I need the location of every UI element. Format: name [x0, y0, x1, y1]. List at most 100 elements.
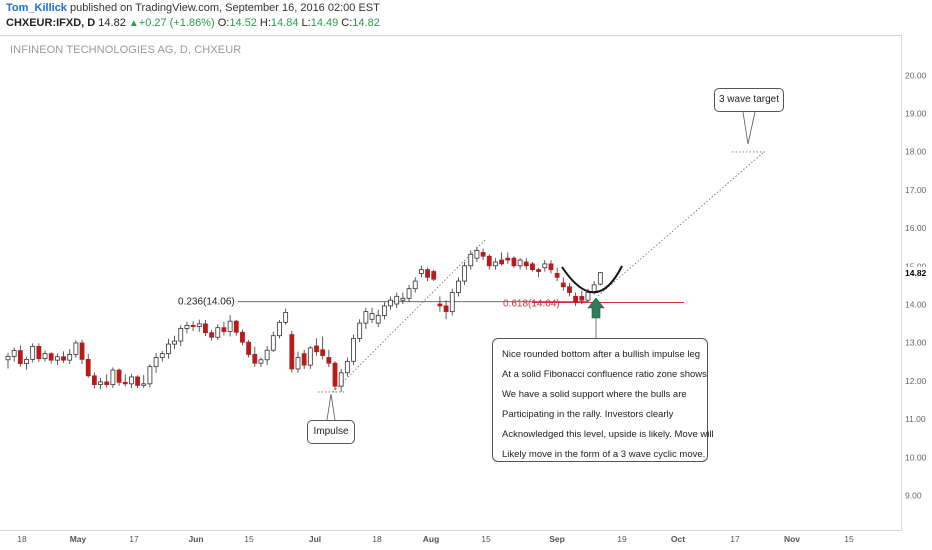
candle-body	[597, 272, 603, 285]
candle-body	[363, 311, 369, 324]
candle-body	[449, 292, 455, 313]
candles	[5, 246, 603, 392]
target-pointer	[742, 111, 756, 145]
candle	[215, 324, 221, 340]
candle	[301, 349, 307, 369]
price-change: +0.27 (+1.86%)	[138, 17, 215, 29]
candle-body	[351, 337, 356, 362]
candle-body	[548, 263, 554, 271]
last-price-axis-label: 14.82	[905, 268, 927, 278]
candle	[159, 350, 165, 362]
candle-body	[456, 280, 461, 293]
candle-body	[184, 324, 190, 329]
candle-body	[295, 357, 301, 370]
candle-body	[437, 303, 443, 307]
candle	[30, 343, 36, 363]
candle	[536, 267, 542, 278]
last-price: 14.82	[98, 17, 126, 29]
candle	[406, 284, 412, 303]
candle-body	[153, 357, 159, 368]
target-label: 3 wave target	[714, 88, 784, 112]
candle	[233, 320, 239, 336]
ohlc-header: CHXEUR:IFXD, D 14.82 ▲+0.27 (+1.86%) O:1…	[6, 17, 380, 29]
candle	[289, 330, 295, 373]
impulse-label: Impulse	[307, 420, 355, 444]
candle-body	[511, 257, 517, 267]
candle	[227, 315, 233, 337]
candle	[116, 368, 122, 386]
candle-body	[91, 375, 97, 386]
candle-body	[141, 383, 147, 386]
candle	[468, 250, 474, 270]
candle-body	[227, 320, 233, 332]
publish-info: Tom_Killick published on TradingView.com…	[6, 2, 380, 14]
candle	[511, 256, 517, 268]
candle-body	[233, 320, 239, 333]
candle-body	[128, 376, 134, 385]
candle	[338, 368, 344, 392]
candle-body	[11, 350, 17, 357]
low-value: 14.49	[310, 17, 339, 29]
candle-body	[246, 341, 252, 355]
candle-body	[307, 347, 313, 366]
x-tick-label: 18	[17, 534, 27, 544]
candle-body	[240, 331, 245, 343]
drawing-lines: 0.236(14.06) 0.618(14.04)	[178, 151, 766, 393]
candle-body	[579, 295, 585, 301]
candle	[307, 346, 313, 369]
candle	[190, 321, 196, 332]
candle-body	[418, 269, 424, 274]
candle	[153, 352, 159, 373]
candle-body	[116, 369, 122, 383]
impulse-trend-line	[332, 239, 486, 393]
candle	[560, 277, 566, 291]
candle	[474, 246, 480, 262]
candle-body	[54, 356, 60, 361]
candle-body	[172, 340, 177, 345]
candle	[270, 331, 276, 352]
candle-body	[215, 327, 221, 338]
candle-body	[36, 346, 42, 360]
candle-body	[573, 295, 579, 303]
candle	[486, 254, 492, 270]
y-tick-label: 16.00	[905, 223, 927, 233]
candle-body	[332, 362, 338, 387]
candle	[184, 321, 190, 334]
x-tick-label: Aug	[423, 534, 440, 544]
candle	[221, 321, 227, 336]
candle-body	[314, 345, 319, 353]
candle-body	[196, 323, 202, 327]
candle-body	[406, 288, 412, 299]
x-axis: 18 May 17 Jun 15 Jul 18 Aug 15 Sep 19 Oct 17 Nov 15	[17, 534, 854, 544]
x-tick-label: May	[70, 534, 87, 544]
candle	[295, 351, 301, 373]
note-line: At a solid Fibonacci confluence ratio zo…	[502, 369, 707, 380]
candle	[462, 261, 467, 285]
chart-frame[interactable]	[0, 35, 902, 531]
candle	[283, 308, 289, 325]
candle	[196, 319, 202, 332]
candle	[135, 375, 140, 389]
candle	[480, 248, 486, 261]
candle	[375, 309, 381, 327]
candle-body	[505, 257, 511, 261]
candle	[523, 258, 529, 270]
candle-body	[425, 269, 430, 278]
candle-body	[301, 353, 307, 366]
candle-body	[530, 263, 535, 271]
y-tick-label: 14.00	[905, 300, 927, 310]
author-link[interactable]: Tom_Killick	[6, 2, 67, 14]
note-line: Participating in the rally. Investors cl…	[502, 409, 674, 420]
candle	[110, 367, 116, 389]
candle-body	[560, 282, 566, 288]
candle	[73, 340, 79, 358]
candle-body	[493, 261, 498, 267]
candle	[437, 296, 443, 312]
candle	[240, 329, 245, 346]
y-tick-label: 20.00	[905, 70, 927, 80]
y-axis: 9.00 10.00 11.00 12.00 13.00 14.00 15.00 16.00 1…	[903, 70, 932, 501]
candle-body	[159, 353, 165, 358]
candle-body	[542, 263, 548, 269]
candle-body	[73, 342, 79, 355]
